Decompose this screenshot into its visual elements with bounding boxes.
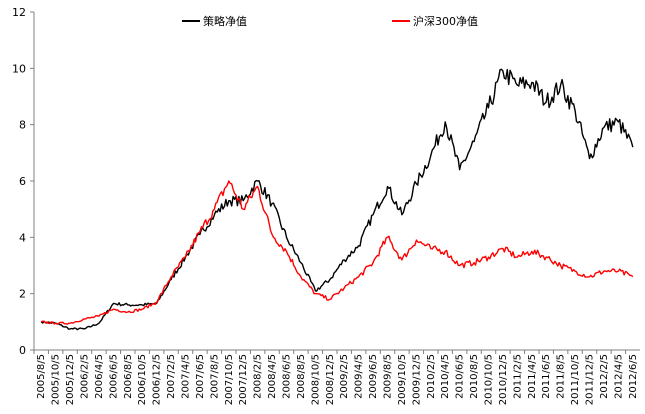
x-tick-label: 2011/10/5 (570, 354, 581, 405)
x-tick-label: 2011/4/5 (527, 354, 538, 399)
y-tick-label: 8 (19, 119, 26, 132)
x-tick-label: 2007/4/5 (181, 354, 192, 399)
x-tick-label: 2010/6/5 (455, 354, 466, 399)
series-line-0 (40, 68, 634, 331)
x-tick-label: 2009/2/5 (339, 354, 350, 399)
x-tick-label: 2006/4/5 (94, 354, 105, 399)
x-tick-label: 2007/10/5 (224, 354, 235, 405)
x-tick-label: 2011/6/5 (541, 354, 552, 399)
x-tick-label: 2012/6/5 (628, 354, 639, 399)
x-tick-label: 2010/8/5 (469, 354, 480, 399)
legend-label-hs300: 沪深300净值 (413, 14, 478, 28)
x-tick-label: 2008/10/5 (310, 354, 321, 405)
y-tick-label: 2 (19, 288, 26, 301)
x-tick-label: 2005/10/5 (51, 354, 62, 405)
x-tick-label: 2009/8/5 (383, 354, 394, 399)
x-tick-label: 2005/8/5 (36, 354, 47, 399)
x-tick-label: 2012/2/5 (599, 354, 610, 399)
x-tick-label: 2010/4/5 (440, 354, 451, 399)
x-tick-label: 2010/12/5 (498, 354, 509, 405)
x-tick-label: 2009/10/5 (397, 354, 408, 405)
x-tick-label: 2006/2/5 (80, 354, 91, 399)
x-tick-label: 2008/2/5 (253, 354, 264, 399)
x-tick-label: 2008/6/5 (282, 354, 293, 399)
x-tick-label: 2006/10/5 (137, 354, 148, 405)
x-tick-label: 2006/6/5 (108, 354, 119, 399)
y-tick-label: 4 (19, 231, 26, 244)
y-tick-label: 0 (19, 344, 26, 357)
x-tick-label: 2009/4/5 (354, 354, 365, 399)
x-tick-label: 2007/8/5 (209, 354, 220, 399)
series-layer (40, 68, 634, 331)
x-tick-label: 2006/8/5 (123, 354, 134, 399)
x-tick-label: 2008/8/5 (296, 354, 307, 399)
x-tick-label: 2005/12/5 (65, 354, 76, 405)
x-tick-label: 2009/12/5 (411, 354, 422, 405)
x-tick-label: 2011/2/5 (512, 354, 523, 399)
x-tick-label: 2010/10/5 (484, 354, 495, 405)
x-tick-label: 2009/6/5 (368, 354, 379, 399)
x-tick-label: 2007/12/5 (238, 354, 249, 405)
y-tick-label: 10 (12, 62, 26, 75)
axes: 0 2 4 6 8 10 12 2005/8/5 2005/10/5 2005/12/5 2006/… (12, 6, 640, 405)
x-tick-label: 2006/12/5 (152, 354, 163, 405)
legend: 策略净值 沪深300净值 (182, 14, 478, 28)
series-line-1 (40, 180, 634, 325)
y-tick-label: 6 (19, 175, 26, 188)
x-tick-label: 2008/4/5 (267, 354, 278, 399)
legend-label-strategy: 策略净值 (203, 14, 247, 28)
x-tick-label: 2011/12/5 (585, 354, 596, 405)
x-tick-label: 2010/2/5 (426, 354, 437, 399)
x-tick-label: 2007/6/5 (195, 354, 206, 399)
y-tick-label: 12 (12, 6, 26, 19)
x-tick-label: 2011/8/5 (556, 354, 567, 399)
x-tick-label: 2012/4/5 (613, 354, 624, 399)
x-tick-label: 2007/2/5 (166, 354, 177, 399)
x-tick-label: 2008/12/5 (325, 354, 336, 405)
